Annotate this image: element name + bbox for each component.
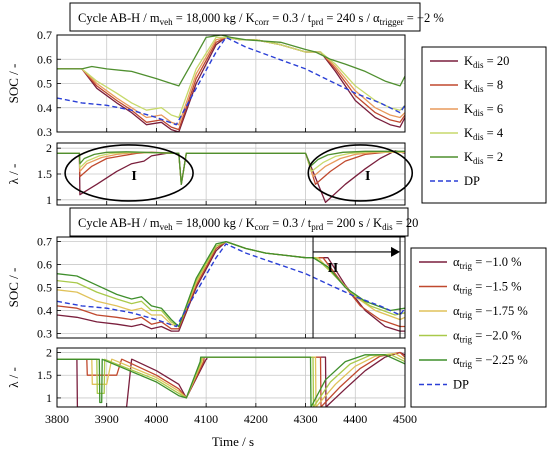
series-line-3 xyxy=(57,36,405,119)
x-tick-label: 4500 xyxy=(393,412,417,426)
top-title: Cycle AB-H / mveh = 18,000 kg / Kcorr = … xyxy=(69,2,444,32)
y-tick-label: 0.3 xyxy=(37,326,52,340)
plot-area xyxy=(57,348,405,407)
y-tick-label: 0.5 xyxy=(37,77,52,91)
series-line-2 xyxy=(57,352,405,407)
bottom-title: Cycle AB-H / mveh = 18,000 kg / Kcorr = … xyxy=(69,207,418,237)
series-line-3 xyxy=(57,353,405,407)
series-line-4 xyxy=(57,35,405,87)
region-ellipse-left xyxy=(64,144,194,202)
annotation-label: II xyxy=(327,261,338,276)
y-tick-label: 0.7 xyxy=(37,235,52,249)
y-tick-label: 0.7 xyxy=(37,28,52,42)
y-tick-label: 1.5 xyxy=(37,167,52,181)
x-tick-label: 4300 xyxy=(294,412,318,426)
series-line-5 xyxy=(57,243,405,328)
series-line-0 xyxy=(57,351,405,407)
annotation-label: I xyxy=(365,169,370,184)
legend-entry: Kdis = 4 xyxy=(464,126,504,142)
bottom-title-p5: = 20 xyxy=(393,216,419,230)
x-tick-label: 4100 xyxy=(194,412,218,426)
bottom-title-p3: = 0.3 / t xyxy=(269,216,312,230)
y-tick-label: 0.4 xyxy=(37,101,52,115)
series-line-1 xyxy=(57,351,405,407)
bottom-title-p4: = 200 s / K xyxy=(323,216,382,230)
x-tick-label: 4400 xyxy=(343,412,367,426)
top-title-p2: = 18,000 kg / K xyxy=(173,11,255,25)
y-tick-label: 2 xyxy=(46,346,52,360)
panel-top-soc: 0.3 0.4 0.5 0.6 0.7 SOC / - xyxy=(6,28,406,139)
legend-bottom: αtrig = −1.0 % αtrig = −1.5 % αtrig = −1.7… xyxy=(410,247,547,408)
legend-entry: DP xyxy=(464,174,480,188)
legend-entry: αtrig = −1.0 % xyxy=(453,255,522,271)
series-group xyxy=(57,35,405,132)
annotation-label: I xyxy=(131,169,136,184)
legend-entry: αtrig = −1.5 % xyxy=(453,280,522,296)
y-tick-label: 1.5 xyxy=(37,368,52,382)
legend-box xyxy=(410,247,547,408)
top-title-sub4: trigger xyxy=(380,17,404,27)
svg-text:Cycle AB-H / mveh = 18,000 kg: Cycle AB-H / mveh = 18,000 kg / Kcorr = … xyxy=(78,216,418,232)
y-tick-label: 1 xyxy=(46,193,52,207)
y-axis-label: SOC / - xyxy=(6,268,21,308)
y-axis-label: λ / - xyxy=(6,367,21,388)
region-ellipse-right xyxy=(307,144,414,202)
series-line-4 xyxy=(57,150,405,185)
legend-entry: Kdis = 6 xyxy=(464,102,503,118)
bottom-title-sub1: veh xyxy=(160,222,173,232)
y-tick-label: 0.6 xyxy=(37,258,52,272)
series-group xyxy=(57,240,405,332)
legend-top: Kdis = 20 Kdis = 8 Kdis = 6 Kdis = 4 Kdis = … xyxy=(421,46,547,204)
x-tick-label: 4200 xyxy=(244,412,268,426)
panel-bottom-soc: 0.3 0.4 0.5 0.6 0.7 SOC / - II xyxy=(6,235,406,340)
top-title-p5: = −2 % xyxy=(404,11,444,25)
y-axis-label: SOC / - xyxy=(6,64,21,104)
bottom-title-p2: = 18,000 kg / K xyxy=(173,216,255,230)
top-title-sub1: veh xyxy=(160,17,173,27)
x-tick-label: 4000 xyxy=(144,412,168,426)
x-tick-label: 3900 xyxy=(95,412,119,426)
bottom-title-sub2: corr xyxy=(255,222,270,232)
legend-box xyxy=(421,46,547,204)
series-group xyxy=(57,150,405,204)
legend-entry: αtrig = −1.75 % xyxy=(453,304,528,320)
legend-entry: DP xyxy=(453,378,469,392)
series-group xyxy=(57,351,405,407)
panel-bottom-lambda: 1 1.5 2 3800 3900 4000 4100 4200 4300 4400 4500 λ /… xyxy=(6,346,417,426)
top-title-sub3: prd xyxy=(311,17,323,27)
y-tick-label: 0.4 xyxy=(37,303,52,317)
bottom-title-sub4: dis xyxy=(382,222,393,232)
y-tick-label: 0.5 xyxy=(37,281,52,295)
legend-entry: αtrig = −2.25 % xyxy=(453,353,528,369)
series-line-4 xyxy=(57,240,405,328)
bottom-title-p1: Cycle AB-H / m xyxy=(78,216,160,230)
panel-top-lambda: 1 1.5 2 λ / - I I xyxy=(6,141,414,207)
legend-entry: Kdis = 20 xyxy=(464,54,509,70)
legend-entry: Kdis = 8 xyxy=(464,78,503,94)
legend-entry: αtrig = −2.0 % xyxy=(453,329,522,345)
x-tick-label: 3800 xyxy=(45,412,69,426)
y-tick-label: 0.6 xyxy=(37,52,52,66)
y-tick-label: 1 xyxy=(46,391,52,405)
y-tick-label: 2 xyxy=(46,141,52,155)
x-axis-label: Time / s xyxy=(212,434,254,449)
y-axis-label: λ / - xyxy=(6,164,21,185)
y-tick-label: 0.3 xyxy=(37,125,52,139)
top-title-sub2: corr xyxy=(255,17,270,27)
series-line-5 xyxy=(57,36,405,126)
series-line-4 xyxy=(57,354,405,407)
top-title-p3: = 0.3 / t xyxy=(269,11,312,25)
legend-entry: Kdis = 2 xyxy=(464,150,503,166)
top-title-p4: = 240 s / α xyxy=(323,11,380,25)
plot-frame xyxy=(56,347,406,408)
region-arrow-head xyxy=(391,246,401,257)
top-title-p1: Cycle AB-H / m xyxy=(78,11,160,25)
bottom-title-sub3: prd xyxy=(311,222,323,232)
svg-text:Cycle AB-H / mveh = 18,000 kg: Cycle AB-H / mveh = 18,000 kg / Kcorr = … xyxy=(78,11,444,27)
